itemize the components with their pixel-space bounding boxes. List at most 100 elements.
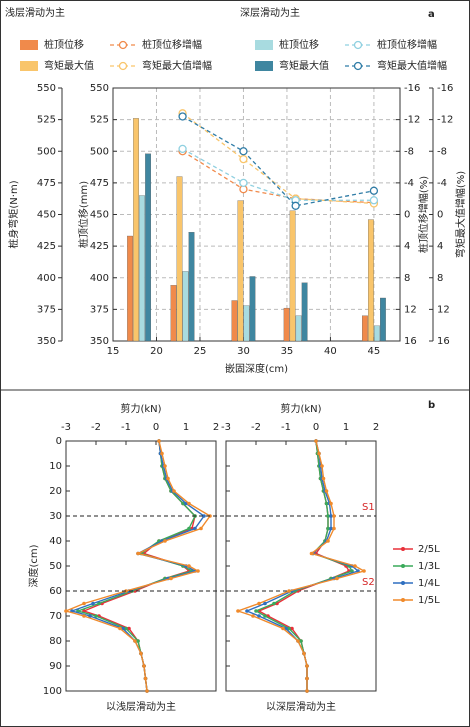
line [182, 112, 374, 205]
axis-title: 深度(cm) [27, 544, 40, 587]
marker [332, 514, 336, 518]
legend-marker [401, 598, 405, 602]
y-tick-label: 90 [49, 661, 62, 672]
x-tick-label: -3 [221, 422, 231, 433]
y-tick-label: 350 [37, 336, 56, 347]
y-tick-label: 8 [437, 273, 443, 284]
bar [374, 325, 380, 342]
marker [287, 626, 291, 631]
marker [169, 576, 173, 581]
y-tick-label: 0 [404, 210, 410, 221]
marker [163, 464, 167, 468]
marker [139, 651, 143, 656]
marker [124, 626, 128, 631]
legend-marker [401, 581, 405, 585]
legend-label: 1/4L [418, 578, 440, 589]
legend-heading: 深层滑动为主 [240, 7, 300, 19]
x-tick-label: 40 [324, 346, 337, 357]
marker [172, 489, 176, 493]
y-tick-label: 4 [404, 241, 410, 252]
y-tick-label: 400 [90, 273, 109, 284]
marker [305, 664, 309, 668]
marker [199, 526, 203, 531]
y-tick-label: 550 [90, 83, 109, 94]
bar [249, 276, 256, 342]
x-tick-label: 35 [281, 346, 294, 357]
legend-swatch [255, 40, 273, 50]
y-tick-label: 100 [43, 686, 62, 697]
marker [263, 601, 267, 606]
marker [127, 626, 131, 631]
axis-title: 桩顶位移(mm) [77, 181, 90, 248]
bar [295, 315, 302, 342]
bar [176, 176, 183, 342]
bar [362, 315, 368, 342]
x-tick-label: -1 [281, 422, 291, 433]
marker [329, 514, 333, 518]
y-tick-label: 475 [90, 178, 109, 189]
axis-title: 弯矩最大值增幅(%) [454, 171, 467, 258]
marker [239, 178, 248, 188]
legend-label: 2/5L [418, 544, 440, 555]
x-tick-label: -2 [251, 422, 261, 433]
y-tick-label: 4 [437, 241, 443, 252]
marker [305, 689, 309, 693]
marker [314, 439, 318, 443]
marker [145, 689, 149, 693]
marker [118, 626, 122, 631]
legend-label: 弯矩最大值 [279, 59, 329, 72]
y-tick-label: 20 [49, 486, 62, 497]
y-tick-label: -12 [437, 115, 453, 126]
marker [309, 551, 314, 556]
marker [187, 501, 191, 506]
y-tick-label: 12 [437, 304, 450, 315]
line [182, 148, 374, 201]
legend-swatch [20, 40, 38, 50]
marker [202, 514, 206, 518]
marker [263, 614, 267, 618]
panel-label: a [428, 9, 435, 20]
y-tick-label: 40 [49, 536, 62, 547]
marker [254, 609, 258, 613]
marker [281, 626, 285, 631]
marker [335, 576, 339, 581]
legend-marker [118, 61, 128, 71]
y-tick-label: 425 [37, 241, 56, 252]
marker [369, 196, 379, 205]
y-tick-label: 450 [37, 210, 56, 221]
legend-marker [401, 564, 405, 568]
y-tick-label: 375 [37, 304, 56, 315]
marker [239, 147, 248, 156]
bar [127, 235, 133, 342]
legend-label: 桩顶位移 [279, 38, 319, 51]
marker [329, 501, 333, 506]
marker [305, 676, 309, 681]
line [182, 115, 375, 207]
legend-label: 1/3L [418, 561, 440, 572]
x-tick-label: 1 [183, 422, 189, 433]
y-tick-label: 10 [49, 461, 62, 472]
marker [296, 639, 300, 643]
legend-label: 弯矩最大值增幅 [377, 59, 447, 72]
marker [272, 601, 276, 606]
x-tick-label: 15 [107, 346, 120, 357]
legend-swatch [255, 61, 273, 71]
marker [239, 155, 248, 164]
marker [82, 614, 86, 618]
y-tick-label: 375 [90, 304, 109, 315]
legend-label: 桩顶位移 [44, 38, 84, 51]
y-tick-label: -4 [437, 178, 447, 189]
marker [320, 464, 324, 468]
marker [97, 601, 101, 606]
marker [326, 526, 330, 531]
marker [257, 614, 261, 618]
marker [163, 539, 167, 543]
legend-marker [118, 40, 128, 50]
caption: 以深层滑动为主 [266, 701, 336, 713]
marker [329, 526, 333, 531]
y-tick-label: 50 [49, 561, 62, 572]
y-tick-label: 525 [90, 115, 109, 126]
y-tick-label: 550 [37, 83, 56, 94]
annotation-label: S1 [362, 502, 375, 513]
legend-marker [401, 547, 405, 551]
